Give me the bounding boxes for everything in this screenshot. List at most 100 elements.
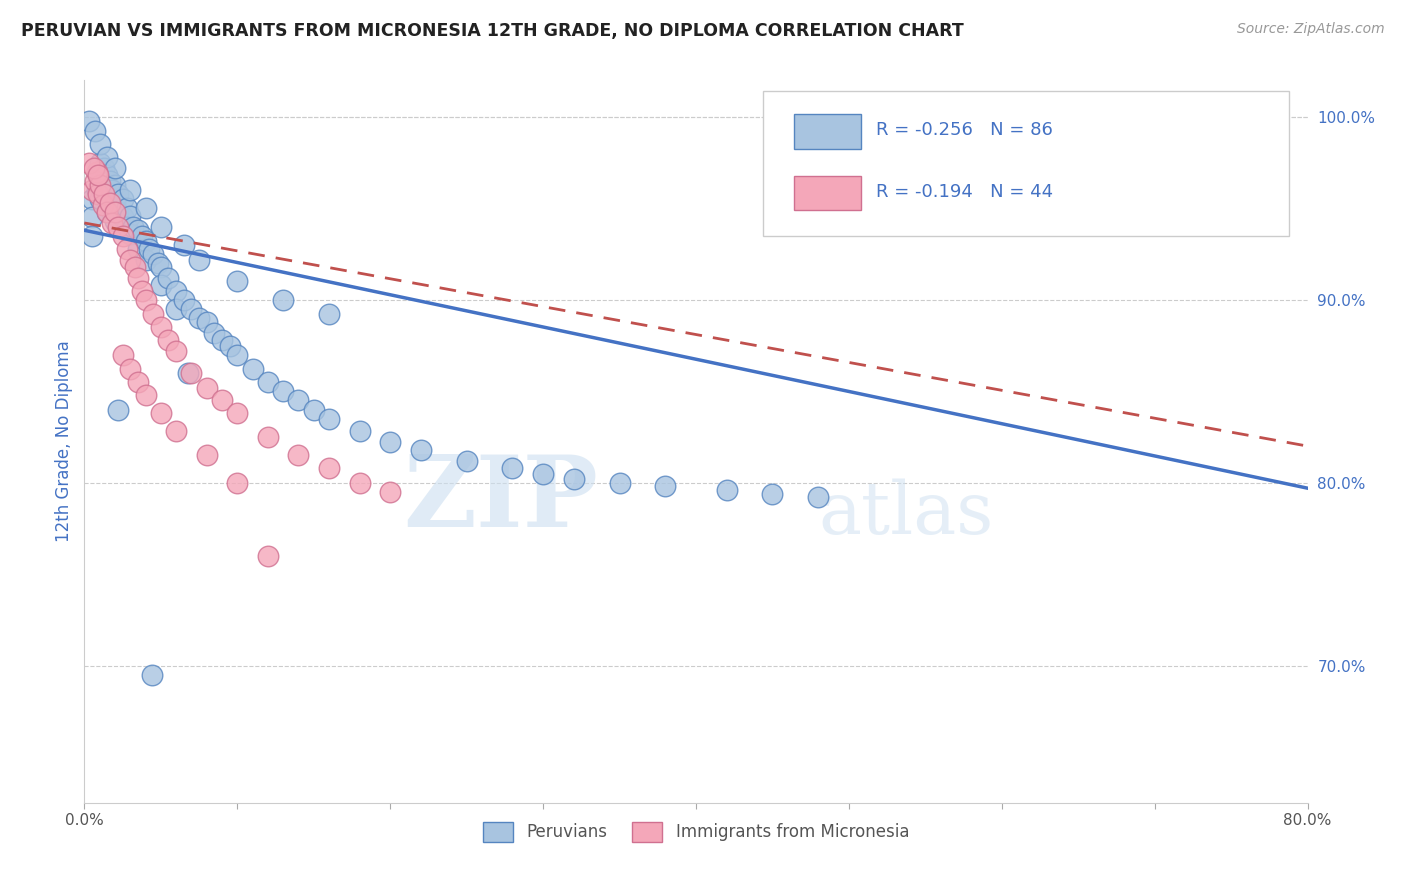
Point <box>86 183 108 197</box>
Point <box>93 179 115 194</box>
Point <box>242 362 264 376</box>
Point <box>91 169 114 183</box>
Point <box>456 454 478 468</box>
Point <box>89 174 111 188</box>
Point <box>104 178 127 192</box>
Point <box>104 205 127 219</box>
Point <box>107 219 129 234</box>
Point <box>226 406 249 420</box>
Point <box>226 475 249 490</box>
Point <box>142 307 165 321</box>
Point <box>98 192 121 206</box>
Point <box>111 192 134 206</box>
Point <box>120 183 142 197</box>
Point <box>195 448 218 462</box>
Legend: Peruvians, Immigrants from Micronesia: Peruvians, Immigrants from Micronesia <box>477 815 915 848</box>
Point <box>318 307 340 321</box>
Point <box>131 284 153 298</box>
Text: ZIP: ZIP <box>404 450 598 548</box>
Point <box>257 375 280 389</box>
Point <box>318 411 340 425</box>
Point <box>165 343 187 358</box>
Point <box>149 219 172 234</box>
Point <box>96 205 118 219</box>
Bar <box>794 176 860 211</box>
Point <box>188 311 211 326</box>
Point <box>716 483 738 497</box>
Point <box>77 113 100 128</box>
Point <box>120 362 142 376</box>
Point <box>84 124 107 138</box>
Point <box>287 448 309 462</box>
Point <box>318 461 340 475</box>
Point <box>211 393 233 408</box>
Point <box>80 228 103 243</box>
Point <box>218 338 240 352</box>
Point <box>111 211 134 225</box>
Point <box>120 209 142 223</box>
Point <box>195 381 218 395</box>
Point <box>91 197 114 211</box>
Text: atlas: atlas <box>818 478 994 549</box>
Point <box>409 442 432 457</box>
Point <box>131 228 153 243</box>
Point <box>87 186 110 201</box>
Point <box>138 242 160 256</box>
Point <box>89 137 111 152</box>
Point <box>127 242 149 256</box>
FancyBboxPatch shape <box>763 91 1289 235</box>
Point <box>111 228 134 243</box>
Point <box>609 475 631 490</box>
Point <box>96 186 118 201</box>
Point <box>173 293 195 307</box>
Text: PERUVIAN VS IMMIGRANTS FROM MICRONESIA 12TH GRADE, NO DIPLOMA CORRELATION CHART: PERUVIAN VS IMMIGRANTS FROM MICRONESIA 1… <box>21 22 965 40</box>
Point <box>173 238 195 252</box>
Point <box>104 161 127 175</box>
Point <box>77 155 100 169</box>
Point <box>115 202 138 216</box>
Point <box>211 333 233 347</box>
Point <box>502 461 524 475</box>
Point <box>107 205 129 219</box>
Point <box>380 484 402 499</box>
Point <box>654 479 676 493</box>
Point <box>146 256 169 270</box>
Text: R = -0.256   N = 86: R = -0.256 N = 86 <box>876 121 1053 139</box>
Point <box>135 293 157 307</box>
Point <box>96 169 118 183</box>
Point <box>149 260 172 274</box>
Point <box>96 205 118 219</box>
Point <box>86 165 108 179</box>
Point <box>807 491 830 505</box>
Point <box>101 202 124 216</box>
Point <box>195 315 218 329</box>
Point <box>226 348 249 362</box>
Point <box>80 192 103 206</box>
Point <box>271 293 294 307</box>
Point <box>135 202 157 216</box>
Point <box>302 402 325 417</box>
Point <box>93 186 115 201</box>
Point <box>165 425 187 439</box>
Y-axis label: 12th Grade, No Diploma: 12th Grade, No Diploma <box>55 341 73 542</box>
Point <box>157 270 180 285</box>
Point <box>135 234 157 248</box>
Point <box>104 214 127 228</box>
Point <box>177 366 200 380</box>
Point <box>120 252 142 267</box>
Point <box>349 425 371 439</box>
Point <box>135 252 157 267</box>
Point <box>380 435 402 450</box>
Point <box>84 174 107 188</box>
Point <box>127 375 149 389</box>
Point <box>98 195 121 210</box>
Point <box>124 260 146 274</box>
Point <box>115 219 138 234</box>
Point <box>86 165 108 179</box>
Point <box>271 384 294 399</box>
Point <box>89 192 111 206</box>
Text: R = -0.194   N = 44: R = -0.194 N = 44 <box>876 183 1053 202</box>
Point <box>287 393 309 408</box>
Point <box>180 366 202 380</box>
Bar <box>794 114 860 149</box>
